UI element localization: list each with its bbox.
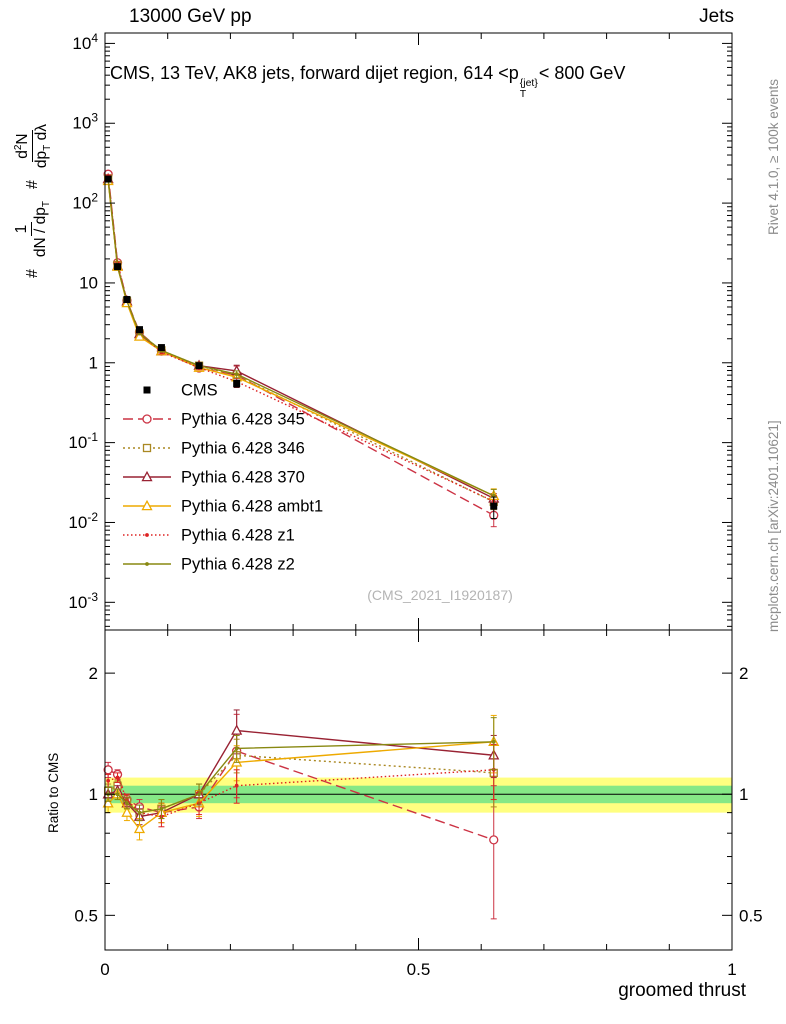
plot-title-text-end: < 800 GeV (538, 63, 626, 83)
pt-supsub: {jet} T (519, 77, 538, 101)
legend-label-py346: Pythia 6.428 346 (181, 440, 305, 458)
svg-text:1: 1 (89, 353, 98, 372)
plot-title-text: CMS, 13 TeV, AK8 jets, forward dijet reg… (110, 63, 519, 83)
main-series-cms (104, 175, 498, 520)
ylabel-fraction-2: d2N dpT dλ (12, 124, 53, 169)
legend-label-z1: Pythia 6.428 z1 (181, 527, 295, 545)
beam-energy-label: 13000 GeV pp (129, 6, 252, 27)
pt-subscript: T (519, 88, 527, 101)
svg-text:2: 2 (89, 664, 98, 683)
main-y-axis-label: # 1 dN / dpT # d2N dpT dλ (5, 10, 61, 390)
ratio-axis-label: Ratio to CMS (46, 752, 61, 833)
plot-title: CMS, 13 TeV, AK8 jets, forward dijet reg… (110, 63, 625, 100)
legend: CMS Pythia 6.428 345 Pythia 6.428 346 Pythi… (123, 382, 323, 574)
legend-label-ambt1: Pythia 6.428 ambt1 (181, 498, 323, 516)
svg-text:0.5: 0.5 (407, 960, 431, 979)
svg-text:1: 1 (739, 785, 748, 804)
ylabel-hash-2: # (24, 180, 41, 189)
x-axis-label: groomed thrust (618, 980, 746, 1001)
legend-label-cms: CMS (181, 382, 218, 400)
ratio-uncertainty-bands (105, 777, 732, 813)
ylabel-hash-1: # (24, 269, 41, 278)
axes: 10-3 10-2 10-1 1 10 102 103 104 0 0.5 1 0.5 0.5 1 1 2 2 (68, 31, 762, 979)
svg-text:1: 1 (89, 785, 98, 804)
svg-text:10-2: 10-2 (68, 510, 98, 532)
analysis-group-label: Jets (699, 6, 734, 27)
svg-text:2: 2 (739, 664, 748, 683)
legend-label-z2: Pythia 6.428 z2 (181, 556, 295, 574)
svg-text:102: 102 (72, 191, 98, 213)
legend-label-py345: Pythia 6.428 345 (181, 411, 305, 429)
svg-text:10-1: 10-1 (68, 430, 98, 452)
svg-text:104: 104 (72, 31, 98, 53)
svg-text:103: 103 (72, 111, 98, 133)
ylabel-fraction-1: 1 dN / dpT (13, 200, 53, 258)
ratio-series-z2 (105, 717, 497, 822)
rivet-version-label: Rivet 4.1.0, ≥ 100k events (766, 79, 781, 235)
legend-label-py370: Pythia 6.428 370 (181, 469, 305, 487)
svg-text:0.5: 0.5 (74, 906, 98, 925)
svg-text:10: 10 (79, 273, 98, 292)
svg-text:1: 1 (727, 960, 736, 979)
pt-superscript: {jet} (519, 77, 538, 89)
ratio-panel-series (102, 709, 500, 920)
main-panel-series (102, 169, 500, 528)
main-series-py346 (103, 174, 498, 511)
svg-text:10-3: 10-3 (68, 590, 98, 612)
svg-text:0: 0 (100, 960, 109, 979)
mcplots-attribution-label: mcplots.cern.ch [arXiv:2401.10621] (766, 420, 781, 632)
main-series-z1 (105, 174, 497, 509)
svg-text:0.5: 0.5 (739, 906, 763, 925)
analysis-id-watermark: (CMS_2021_I1920187) (367, 587, 513, 603)
